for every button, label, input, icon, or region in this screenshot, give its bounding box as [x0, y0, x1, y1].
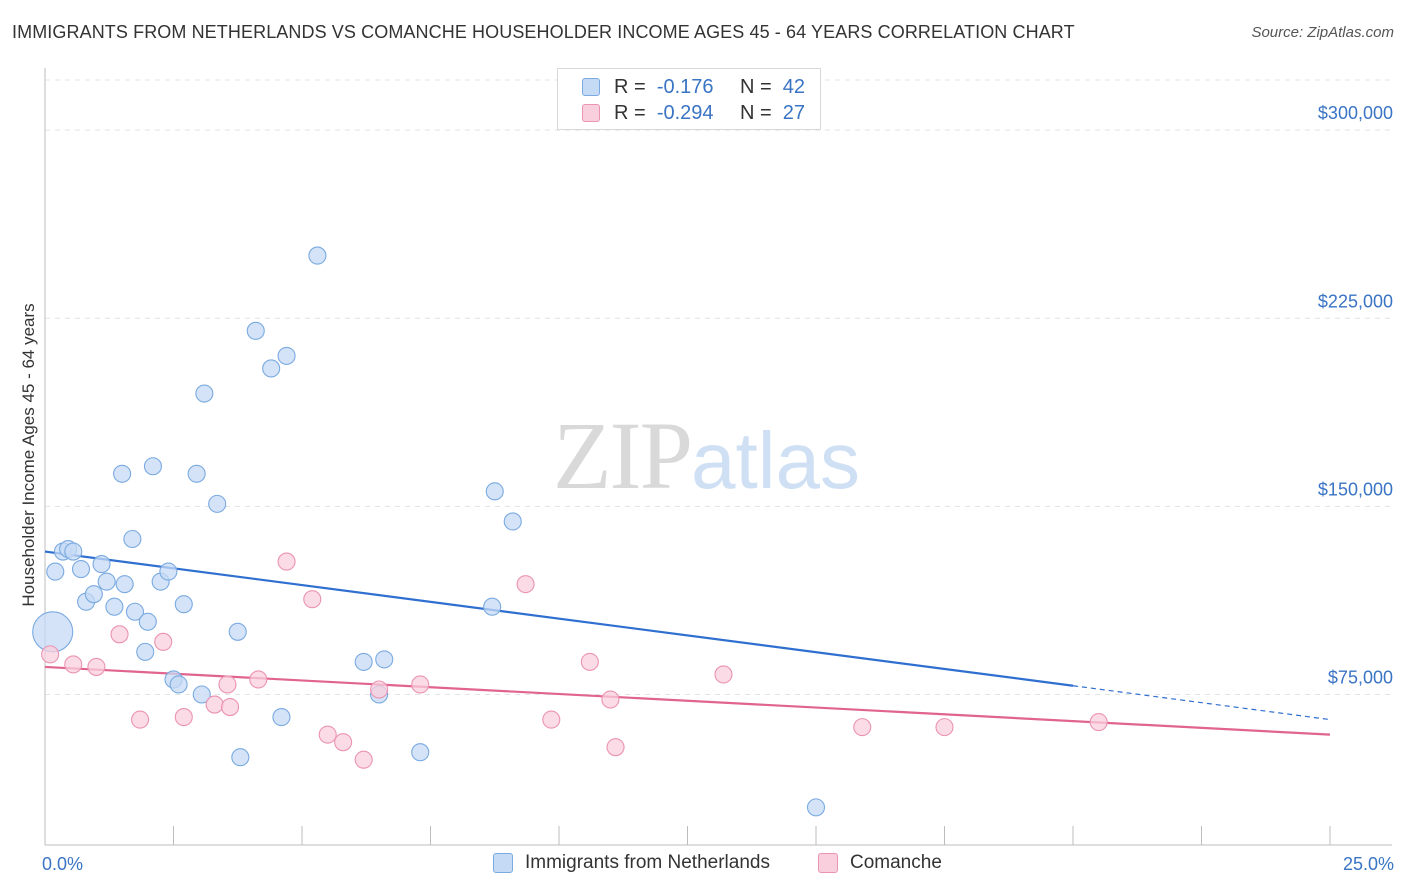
point-netherlands	[272, 708, 291, 727]
point-netherlands	[105, 597, 124, 616]
point-netherlands	[71, 560, 91, 579]
point-netherlands	[354, 652, 373, 671]
point-comanche	[601, 690, 620, 709]
point-netherlands	[503, 512, 522, 531]
point-netherlands	[138, 612, 157, 631]
legend-swatch-netherlands	[493, 853, 513, 873]
legend-swatch-comanche	[582, 104, 600, 122]
point-netherlands	[411, 743, 430, 762]
x-tick-label: 0.0%	[42, 854, 83, 874]
point-comanche	[64, 655, 83, 674]
point-netherlands	[159, 562, 178, 581]
point-netherlands	[174, 595, 193, 614]
point-comanche	[1089, 713, 1108, 732]
y-tick-label: $300,000	[1318, 103, 1393, 123]
point-comanche	[303, 590, 322, 609]
r-value: -0.176	[656, 75, 714, 98]
point-comanche	[249, 670, 268, 689]
r-label: R =	[614, 75, 646, 98]
point-netherlands	[246, 321, 265, 340]
point-comanche	[110, 625, 129, 644]
point-comanche	[318, 725, 337, 744]
point-comanche	[174, 708, 193, 727]
point-comanche	[220, 697, 240, 717]
watermark-zip: ZIP	[553, 402, 693, 509]
trend-line-netherlands	[44, 550, 1074, 687]
point-netherlands	[228, 622, 247, 641]
point-netherlands	[46, 562, 65, 581]
point-comanche	[131, 710, 150, 729]
watermark: ZIPatlas	[553, 400, 860, 511]
stats-legend-row-comanche: R = -0.294 N = 27	[582, 100, 805, 126]
series-legend: Immigrants from Netherlands Comanche	[0, 852, 1406, 878]
legend-swatch-netherlands	[582, 78, 600, 96]
r-value: -0.294	[656, 101, 714, 124]
point-comanche	[542, 710, 561, 729]
legend-item-comanche: Comanche	[818, 852, 942, 874]
point-comanche	[411, 675, 430, 694]
point-netherlands	[123, 529, 142, 549]
stats-legend: R = -0.176 N = 42 R = -0.294 N = 27	[557, 68, 821, 130]
chart-title: IMMIGRANTS FROM NETHERLANDS VS COMANCHE …	[12, 22, 1075, 42]
point-comanche	[41, 645, 60, 664]
point-netherlands	[231, 748, 250, 767]
point-netherlands	[308, 246, 327, 265]
point-netherlands	[169, 675, 188, 694]
point-netherlands	[187, 464, 206, 483]
point-netherlands	[262, 359, 281, 378]
trend-line-comanche	[44, 665, 1331, 736]
y-axis-label: Householder Income Ages 45 - 64 years	[19, 303, 38, 606]
point-netherlands	[115, 575, 134, 594]
point-comanche	[853, 718, 872, 737]
legend-item-netherlands: Immigrants from Netherlands	[493, 852, 770, 874]
point-netherlands	[192, 685, 211, 704]
point-netherlands	[195, 384, 214, 403]
point-comanche	[354, 750, 373, 769]
point-comanche	[606, 738, 625, 757]
n-label: N =	[739, 101, 772, 124]
point-comanche	[277, 552, 296, 571]
point-netherlands	[143, 457, 162, 476]
point-netherlands	[125, 602, 144, 621]
point-netherlands	[485, 482, 504, 501]
stats-legend-row-netherlands: R = -0.176 N = 42	[582, 74, 805, 100]
point-netherlands	[64, 542, 83, 561]
n-value: 42	[782, 75, 805, 98]
point-comanche	[714, 665, 733, 684]
point-netherlands	[97, 572, 116, 591]
point-netherlands	[84, 585, 103, 604]
point-netherlands	[277, 346, 296, 365]
x-tick-label: 25.0%	[1343, 854, 1394, 874]
n-label: N =	[739, 75, 772, 98]
y-tick-label: $150,000	[1318, 479, 1393, 499]
legend-label-netherlands: Immigrants from Netherlands	[525, 852, 770, 873]
point-comanche	[370, 680, 389, 699]
y-tick-label: $225,000	[1318, 291, 1393, 311]
point-netherlands	[208, 494, 227, 513]
watermark-atlas: atlas	[691, 416, 860, 505]
point-netherlands	[136, 642, 155, 661]
point-comanche	[516, 575, 535, 594]
point-netherlands	[375, 650, 394, 669]
r-label: R =	[614, 101, 646, 124]
y-tick-label: $75,000	[1328, 668, 1393, 688]
point-netherlands	[92, 555, 111, 574]
point-comanche	[580, 652, 599, 671]
point-comanche	[205, 695, 224, 714]
point-comanche	[154, 632, 173, 651]
point-netherlands	[113, 464, 132, 483]
point-netherlands	[806, 798, 826, 817]
legend-label-comanche: Comanche	[850, 852, 942, 873]
source-label: Source: ZipAtlas.com	[1251, 24, 1394, 41]
legend-swatch-comanche	[818, 853, 838, 873]
point-comanche	[87, 657, 106, 676]
point-comanche	[218, 675, 237, 694]
trend-line-netherlands-extension	[1072, 685, 1331, 721]
point-comanche	[334, 733, 353, 752]
point-comanche	[935, 718, 954, 737]
point-netherlands	[483, 597, 502, 616]
n-value: 27	[782, 101, 805, 124]
